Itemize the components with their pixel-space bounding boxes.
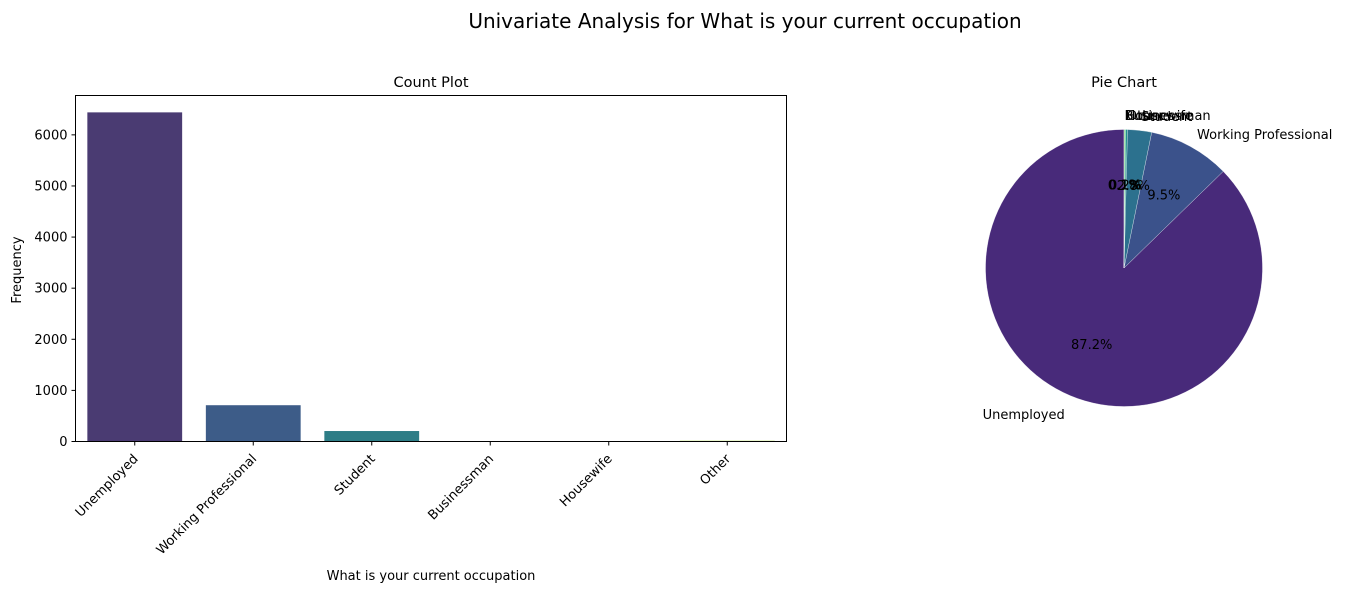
y-tick-label: 6000 [34, 128, 67, 143]
x-tick-label-other: Other [697, 451, 734, 488]
x-tick-label-working-professional: Working Professional [154, 452, 260, 558]
y-tick-label: 5000 [34, 179, 67, 194]
pie-pct-student: 2.8% [1117, 179, 1150, 194]
pie-slice-businessman [1123, 129, 1126, 269]
pie-pct-other: 0.2% [1109, 178, 1142, 193]
x-tick-label-housewife: Housewife [557, 452, 615, 510]
x-tick-label-businessman: Businessman [426, 452, 498, 524]
count-plot-title: Count Plot [394, 75, 469, 91]
pie-slice-working-professional [1123, 132, 1224, 269]
bar-student [324, 431, 420, 442]
pie-pct-housewife: 0.1% [1108, 178, 1141, 193]
figure-title: Univariate Analysis for What is your cur… [468, 9, 1021, 33]
count-plot-x-ticks: Unemployed Working Professional Student Bus… [73, 441, 735, 558]
pie-pct-working-professional: 9.5% [1147, 189, 1180, 204]
pie-chart: Pie Chart Unemployed 87.2% Working Profess… [983, 75, 1333, 423]
y-tick-label: 2000 [34, 333, 67, 348]
y-tick-label: 3000 [34, 282, 67, 297]
pie-pct-businessman: 0.1% [1108, 178, 1141, 193]
count-plot-x-axis-label: What is your current occupation [327, 569, 536, 584]
pie-label-student: Student [1141, 110, 1192, 125]
y-tick-label: 4000 [34, 231, 67, 246]
bar-unemployed [87, 112, 183, 442]
count-plot: Count Plot 0 1000 2000 3000 4000 5000 6000 Une… [10, 75, 787, 584]
pie-labels: Unemployed 87.2% Working Professional 9.5% S… [983, 109, 1333, 423]
count-plot-y-ticks: 0 1000 2000 3000 4000 5000 6000 [34, 128, 76, 450]
y-tick-label: 0 [59, 435, 67, 450]
count-plot-axes-frame [75, 95, 787, 442]
x-tick-label-unemployed: Unemployed [73, 452, 142, 521]
pie-pct-unemployed: 87.2% [1071, 338, 1112, 353]
pie-label-housewife: Housewife [1125, 109, 1193, 124]
pie-label-businessman: Businessman [1124, 109, 1210, 124]
count-plot-bars [87, 112, 775, 442]
pie-slices [985, 129, 1263, 407]
pie-label-working-professional: Working Professional [1197, 128, 1332, 143]
bar-working-professional [205, 405, 301, 442]
pie-label-unemployed: Unemployed [983, 408, 1065, 423]
count-plot-y-axis-label: Frequency [10, 236, 25, 303]
pie-chart-title: Pie Chart [1091, 75, 1157, 91]
y-tick-label: 1000 [34, 384, 67, 399]
pie-label-other: Other [1127, 109, 1165, 124]
x-tick-label-student: Student [332, 452, 379, 499]
